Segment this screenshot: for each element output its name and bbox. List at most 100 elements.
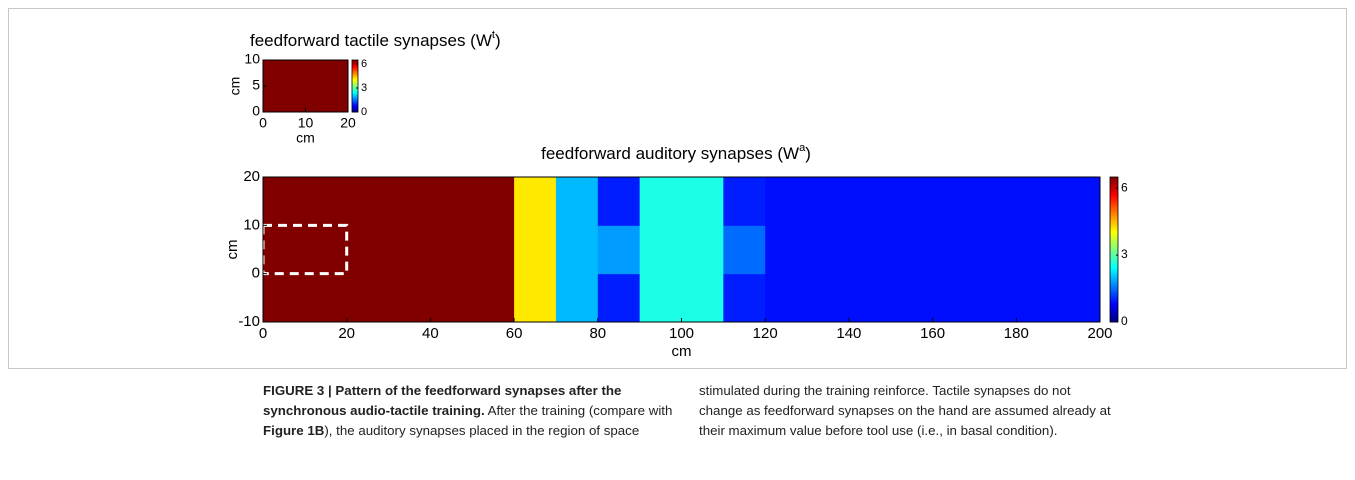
colorbar-segment xyxy=(352,100,358,102)
colorbar-segment xyxy=(1110,249,1118,253)
colorbar-segment xyxy=(352,73,358,76)
heatmap-cell xyxy=(932,273,975,323)
colorbar-segment xyxy=(1110,210,1118,214)
heatmap-cell xyxy=(555,225,599,275)
colorbar-segment xyxy=(352,108,358,110)
heatmap-cell xyxy=(932,225,975,275)
heatmap-cell xyxy=(388,225,431,275)
colorbar-segment xyxy=(1110,280,1118,284)
heatmap-cell xyxy=(848,177,892,226)
colorbar-segment xyxy=(1110,271,1118,275)
caption-ref: Figure 1B xyxy=(263,423,325,438)
colorbar-segment xyxy=(352,71,358,73)
colorbar-segment xyxy=(1110,259,1118,262)
heatmap-cell xyxy=(1058,177,1101,226)
colorbar-segment xyxy=(1110,302,1118,306)
colorbar-tick-label: 3 xyxy=(361,82,367,94)
heatmap-cell xyxy=(890,177,934,226)
colorbar-segment xyxy=(352,62,358,64)
heatmap-cell xyxy=(263,273,306,323)
heatmap-cell xyxy=(974,177,1017,226)
colorbar-segment xyxy=(352,95,358,97)
y-tick-label: 10 xyxy=(243,216,260,233)
heatmap-cell xyxy=(263,225,306,275)
y-tick-label: 0 xyxy=(252,103,260,119)
colorbar-segment xyxy=(1110,237,1118,241)
heatmap-cell xyxy=(932,177,975,226)
heatmap-cell xyxy=(514,273,557,323)
title-part: t xyxy=(492,29,495,41)
colorbar-segment xyxy=(352,79,358,81)
colorbar-segment xyxy=(352,105,358,107)
x-tick-label: 10 xyxy=(298,115,314,131)
x-tick-label: 140 xyxy=(836,325,861,342)
heatmap-cell xyxy=(430,225,473,275)
colorbar-segment xyxy=(352,92,358,94)
heatmap-cell xyxy=(765,225,808,275)
colorbar-segment xyxy=(352,79,358,82)
colorbar-segment xyxy=(1110,193,1118,197)
colorbar-segment xyxy=(352,106,358,109)
heatmap-cell xyxy=(807,177,850,226)
colorbar-segment xyxy=(1110,184,1118,188)
colorbar-segment xyxy=(352,86,358,88)
caption-text: ), the auditory synapses placed in the r… xyxy=(324,383,1111,438)
colorbar-segment xyxy=(352,110,358,112)
colorbar-segment xyxy=(1110,191,1118,195)
colorbar-segment xyxy=(1110,305,1118,308)
colorbar-segment xyxy=(1110,244,1118,248)
title-part: feedforward auditory synapses (W xyxy=(541,144,799,163)
colorbar-tick-label: 0 xyxy=(361,106,367,118)
heatmap-cell xyxy=(346,177,390,226)
colorbar-segment xyxy=(352,99,358,102)
colorbar-segment xyxy=(352,84,358,86)
heatmap-cell xyxy=(388,273,431,323)
colorbar-segment xyxy=(1110,222,1118,226)
colorbar-segment xyxy=(352,91,358,93)
colorbar-segment xyxy=(1110,220,1118,224)
colorbar-segment xyxy=(1110,242,1118,246)
x-tick-label: 200 xyxy=(1087,325,1112,342)
heatmap-cell xyxy=(723,225,766,275)
heatmap-cell xyxy=(597,177,641,226)
colorbar-segment xyxy=(352,63,358,65)
colorbar-segment xyxy=(1110,283,1118,287)
colorbar-segment xyxy=(1110,256,1118,260)
colorbar-segment xyxy=(1110,181,1118,185)
colorbar-segment xyxy=(352,99,358,101)
heatmap-cell xyxy=(639,225,682,275)
colorbar-segment xyxy=(352,82,358,84)
title-part: feedforward tactile synapses (W xyxy=(250,31,492,50)
colorbar-segment xyxy=(352,67,358,70)
heatmap-cell xyxy=(263,177,306,226)
heatmap-cell xyxy=(723,177,766,226)
x-tick-label: 20 xyxy=(340,115,356,131)
x-tick-label: 80 xyxy=(589,325,606,342)
colorbar-segment xyxy=(352,78,358,80)
heatmap-cell xyxy=(807,225,850,275)
heatmap-cell xyxy=(597,225,641,275)
colorbar-segment xyxy=(1110,177,1118,180)
heatmap-cell xyxy=(514,225,557,275)
x-axis-label: cm xyxy=(672,343,692,360)
colorbar-segment xyxy=(1110,307,1118,311)
x-tick-label: 20 xyxy=(338,325,355,342)
colorbar-segment xyxy=(352,80,358,83)
colorbar-segment xyxy=(352,103,358,105)
heatmap-cell xyxy=(765,273,808,323)
colorbar-segment xyxy=(1110,261,1118,265)
figure-frame xyxy=(8,8,1347,369)
colorbar-segment xyxy=(352,109,358,111)
colorbar-segment xyxy=(352,97,358,99)
heatmap-cell xyxy=(263,60,349,113)
colorbar-segment xyxy=(1110,179,1118,183)
heatmap-cell xyxy=(848,273,892,323)
colorbar-segment xyxy=(352,102,358,104)
colorbar-segment xyxy=(1110,312,1118,316)
colorbar-segment xyxy=(1110,218,1118,221)
colorbar-segment xyxy=(1110,273,1118,277)
highlight-box xyxy=(261,223,349,276)
heatmap-cell xyxy=(304,225,348,275)
heatmap-cell xyxy=(430,273,473,323)
x-axis-label: cm xyxy=(296,130,315,146)
